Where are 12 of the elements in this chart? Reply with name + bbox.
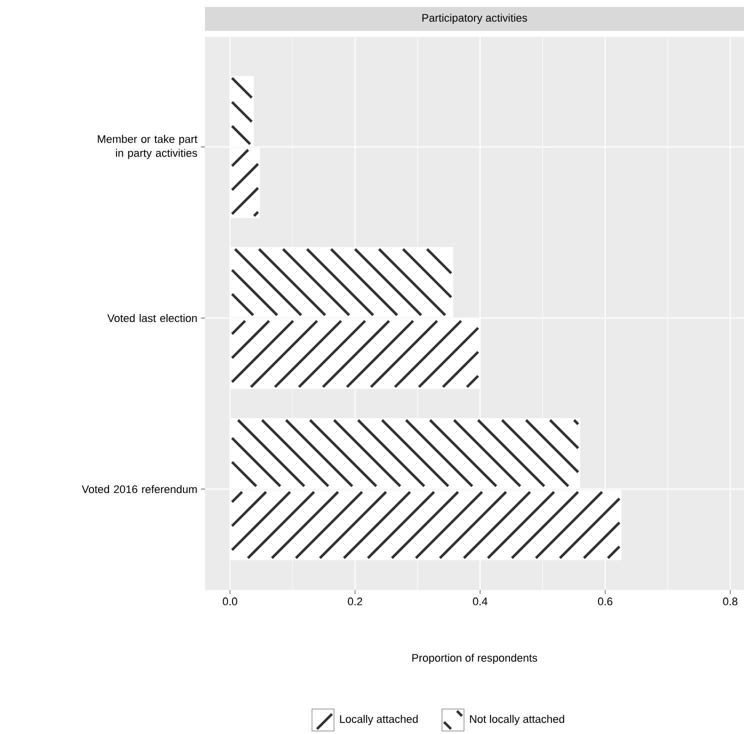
y-tick-label: Voted last election <box>107 314 197 322</box>
x-axis-title: Proportion of respondents <box>412 654 538 664</box>
chart-title: Participatory activities <box>422 14 528 24</box>
legend-label: Locally attached <box>340 714 418 726</box>
y-tick-label: Voted 2016 referendum <box>82 485 197 494</box>
x-tick-label: 0.4 <box>472 598 488 606</box>
x-tick-label: 0.2 <box>348 598 362 606</box>
x-tick-label: 0.0 <box>222 598 238 606</box>
x-tick-label: 0.8 <box>723 598 738 606</box>
x-tick-label: 0.6 <box>598 598 612 606</box>
legend-label: Not locally attached <box>470 714 564 726</box>
y-tick-label: Member or take part in party activities <box>98 134 198 160</box>
